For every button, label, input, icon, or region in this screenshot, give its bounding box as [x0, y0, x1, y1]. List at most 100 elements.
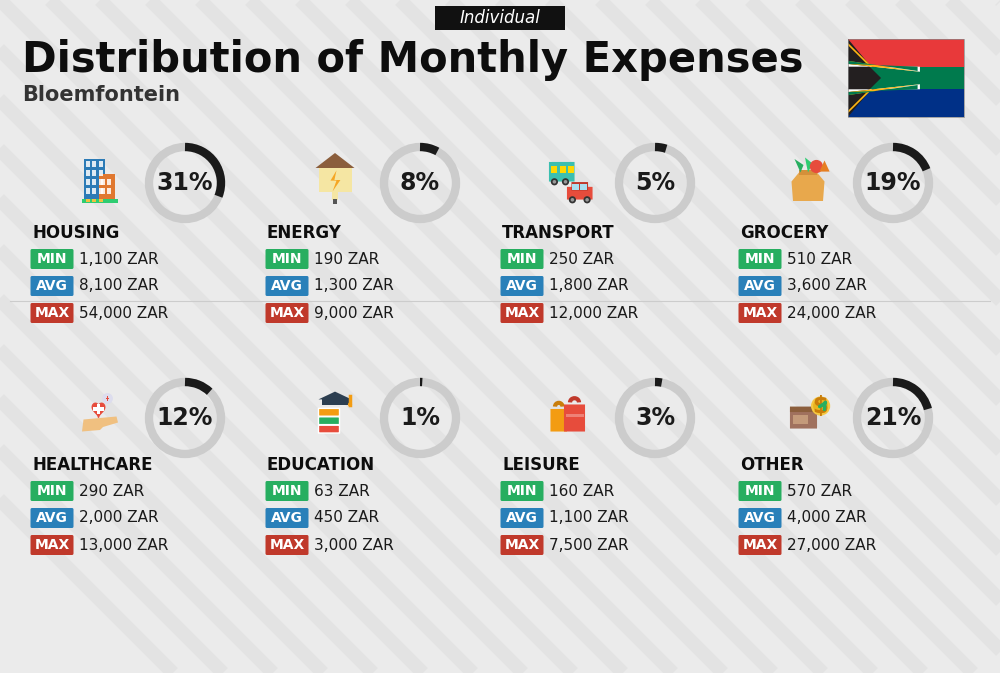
FancyBboxPatch shape — [550, 409, 567, 431]
Text: 160 ZAR: 160 ZAR — [549, 483, 614, 499]
Text: 7,500 ZAR: 7,500 ZAR — [549, 538, 629, 553]
Polygon shape — [794, 159, 804, 172]
FancyBboxPatch shape — [501, 249, 544, 269]
Text: 8,100 ZAR: 8,100 ZAR — [79, 279, 159, 293]
Text: ENERGY: ENERGY — [267, 224, 342, 242]
Text: MIN: MIN — [745, 484, 775, 498]
FancyBboxPatch shape — [501, 276, 544, 296]
Bar — [86, 188, 90, 194]
Text: 1,100 ZAR: 1,100 ZAR — [549, 511, 629, 526]
Text: 3%: 3% — [635, 406, 675, 430]
FancyBboxPatch shape — [266, 508, 308, 528]
Bar — [580, 184, 586, 190]
FancyBboxPatch shape — [266, 481, 308, 501]
FancyBboxPatch shape — [266, 249, 308, 269]
Bar — [86, 179, 90, 184]
Text: HEALTHCARE: HEALTHCARE — [32, 456, 152, 474]
Bar — [107, 188, 111, 194]
Bar — [98, 174, 115, 201]
Text: 1,300 ZAR: 1,300 ZAR — [314, 279, 394, 293]
FancyBboxPatch shape — [30, 508, 74, 528]
Polygon shape — [792, 172, 824, 201]
Circle shape — [553, 180, 556, 184]
Text: OTHER: OTHER — [740, 456, 804, 474]
Text: 2,000 ZAR: 2,000 ZAR — [79, 511, 159, 526]
FancyBboxPatch shape — [501, 508, 544, 528]
Text: MIN: MIN — [272, 484, 302, 498]
FancyBboxPatch shape — [790, 406, 817, 412]
Text: 250 ZAR: 250 ZAR — [549, 252, 614, 267]
Bar — [99, 161, 103, 166]
Text: LEISURE: LEISURE — [502, 456, 580, 474]
FancyBboxPatch shape — [266, 303, 308, 323]
Text: MAX: MAX — [269, 538, 305, 552]
Bar — [568, 166, 574, 172]
Polygon shape — [805, 157, 812, 172]
FancyBboxPatch shape — [318, 425, 340, 433]
Text: 9,000 ZAR: 9,000 ZAR — [314, 306, 394, 320]
Polygon shape — [848, 39, 880, 117]
Text: TRANSPORT: TRANSPORT — [502, 224, 615, 242]
Circle shape — [813, 398, 828, 413]
Bar — [93, 407, 104, 411]
Text: AVG: AVG — [744, 511, 776, 525]
FancyBboxPatch shape — [501, 535, 544, 555]
Bar — [92, 179, 96, 184]
Circle shape — [569, 197, 576, 203]
Circle shape — [810, 160, 823, 173]
Bar — [560, 166, 566, 172]
Text: MAX: MAX — [269, 306, 305, 320]
Text: 290 ZAR: 290 ZAR — [79, 483, 144, 499]
FancyBboxPatch shape — [567, 187, 593, 200]
Bar — [97, 404, 100, 415]
Bar — [92, 161, 96, 166]
Bar — [101, 179, 105, 184]
Bar — [551, 166, 557, 172]
Bar — [799, 170, 817, 174]
FancyBboxPatch shape — [549, 162, 575, 182]
Polygon shape — [848, 39, 964, 67]
Bar — [566, 413, 584, 417]
Polygon shape — [848, 85, 918, 95]
Bar — [333, 199, 335, 204]
Bar — [99, 188, 103, 194]
Polygon shape — [92, 403, 105, 417]
Text: 3,600 ZAR: 3,600 ZAR — [787, 279, 867, 293]
Circle shape — [571, 198, 574, 202]
Polygon shape — [848, 43, 883, 113]
Text: AVG: AVG — [271, 279, 303, 293]
Text: MIN: MIN — [37, 252, 67, 266]
Bar — [335, 199, 337, 204]
Circle shape — [348, 402, 352, 406]
Text: $: $ — [813, 394, 828, 417]
Text: AVG: AVG — [36, 511, 68, 525]
Text: AVG: AVG — [744, 279, 776, 293]
Circle shape — [562, 178, 569, 185]
Text: 4,000 ZAR: 4,000 ZAR — [787, 511, 867, 526]
FancyBboxPatch shape — [30, 276, 74, 296]
Polygon shape — [848, 84, 920, 95]
Bar — [84, 159, 104, 201]
Circle shape — [564, 180, 567, 184]
Text: 1,800 ZAR: 1,800 ZAR — [549, 279, 629, 293]
Bar — [82, 199, 118, 203]
Polygon shape — [848, 67, 918, 90]
Bar — [322, 399, 349, 404]
FancyBboxPatch shape — [435, 6, 565, 30]
Text: 12,000 ZAR: 12,000 ZAR — [549, 306, 638, 320]
Text: 450 ZAR: 450 ZAR — [314, 511, 379, 526]
Text: 3,000 ZAR: 3,000 ZAR — [314, 538, 394, 553]
Polygon shape — [848, 64, 920, 72]
Text: MAX: MAX — [504, 538, 540, 552]
Text: 24,000 ZAR: 24,000 ZAR — [787, 306, 876, 320]
Text: MIN: MIN — [272, 252, 302, 266]
Text: MIN: MIN — [745, 252, 775, 266]
Polygon shape — [848, 61, 918, 71]
FancyBboxPatch shape — [501, 303, 544, 323]
Bar — [92, 170, 96, 176]
Text: AVG: AVG — [506, 511, 538, 525]
Text: 5%: 5% — [635, 171, 675, 195]
Text: EDUCATION: EDUCATION — [267, 456, 375, 474]
Text: MAX: MAX — [742, 306, 778, 320]
FancyBboxPatch shape — [793, 415, 808, 424]
